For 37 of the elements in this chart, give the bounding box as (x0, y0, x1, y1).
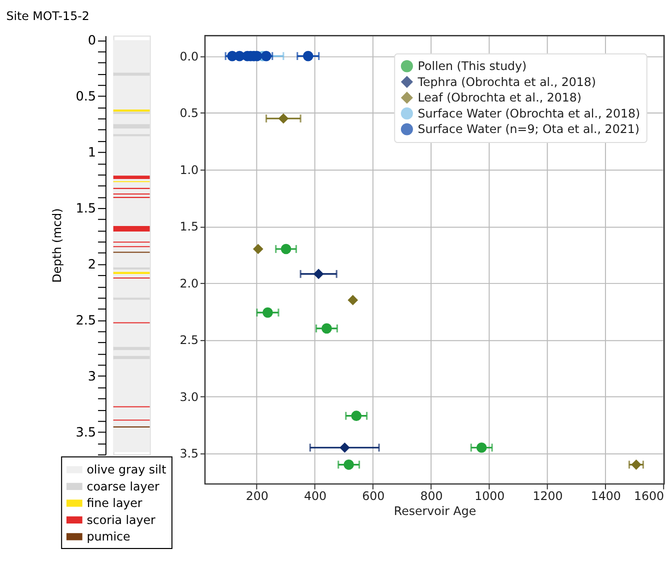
y-tick-label: 3.5 (76, 425, 96, 440)
y-tick-label: 2.0 (180, 276, 199, 290)
x-axis-title: Reservoir Age (394, 504, 476, 518)
legend-label: olive gray silt (86, 462, 167, 477)
y-tick-label: 3.5 (180, 446, 199, 461)
y-tick-label: 3 (88, 369, 96, 384)
x-tick-label: 600 (362, 489, 385, 504)
x-tick-label: 200 (246, 489, 268, 504)
legend-label: Leaf (Obrochta et al., 2018) (418, 90, 582, 105)
y-tick-label: 1.0 (180, 162, 199, 177)
legend-label: Surface Water (n=9; Ota et al., 2021) (418, 122, 640, 136)
y-tick-label: 2.5 (76, 313, 96, 328)
chart-title: Site MOT-15-2 (6, 9, 90, 24)
y-axis-title: Depth (mcd) (50, 208, 64, 283)
y-tick-label: 3.0 (180, 390, 199, 404)
x-tick-label: 1000 (474, 489, 505, 504)
legend-label: Tephra (Obrochta et al., 2018) (416, 74, 596, 89)
y-tick-label: 0 (88, 34, 96, 49)
x-tick-label: 1200 (532, 489, 563, 504)
x-tick-label: 800 (420, 489, 443, 504)
y-tick-label: 2 (88, 257, 96, 272)
y-tick-label: 1 (88, 146, 96, 161)
y-tick-label: 0.5 (180, 106, 199, 120)
legend-label: scoria layer (86, 512, 156, 527)
y-tick-label: 1.5 (180, 220, 199, 234)
legend-label: fine layer (86, 496, 142, 510)
x-tick-label: 1600 (634, 489, 664, 504)
legend-label: Pollen (This study) (418, 59, 527, 74)
legend-label: pumice (86, 530, 130, 544)
x-tick-label: 1400 (590, 489, 621, 504)
y-tick-label: 1.5 (76, 201, 96, 216)
y-tick-label: 0.0 (180, 49, 199, 64)
legend-label: Surface Water (Obrochta et al., 2018) (418, 106, 640, 120)
y-tick-label: 0.5 (76, 90, 96, 105)
y-tick-label: 2.5 (180, 333, 199, 348)
legend-label: coarse layer (86, 479, 160, 494)
x-tick-label: 400 (304, 489, 327, 504)
